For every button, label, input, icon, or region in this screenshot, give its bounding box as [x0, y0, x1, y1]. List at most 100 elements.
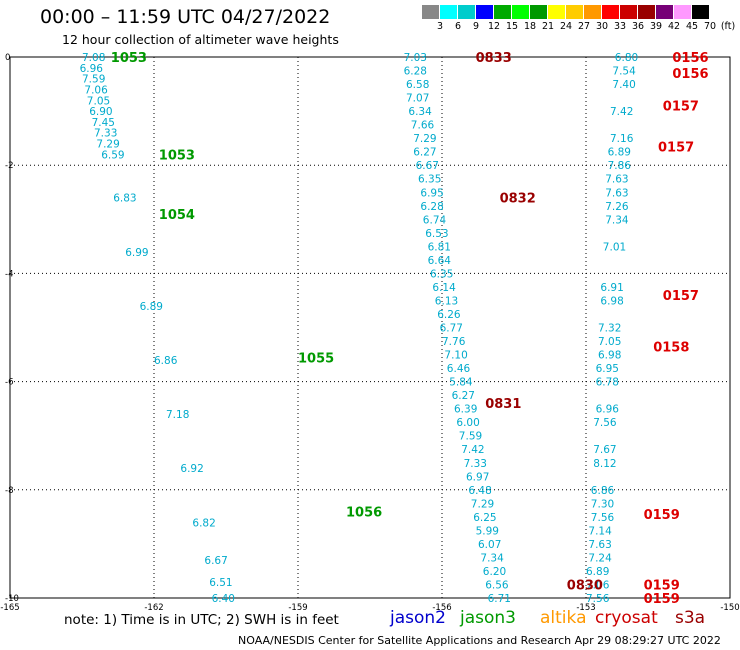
wave-height-point: 7.40 [612, 79, 635, 91]
time-label: 1056 [346, 505, 382, 520]
color-swatch [656, 5, 674, 19]
wave-height-point: 6.90 [89, 106, 112, 118]
wave-height-point: 6.81 [428, 241, 451, 253]
wave-height-point: 7.42 [461, 444, 484, 456]
wave-height-point: 8.12 [593, 458, 616, 470]
wave-height-point: 7.10 [444, 350, 467, 362]
wave-height-point: 5.84 [449, 377, 473, 389]
wave-height-point: 6.95 [596, 363, 619, 375]
wave-height-point: 6.78 [596, 377, 619, 389]
color-swatch [476, 5, 494, 19]
color-scale-label: 3 [436, 21, 444, 32]
wave-height-point: 7.03 [404, 52, 427, 64]
wave-height-point: 6.80 [615, 52, 638, 64]
wave-height-point: 6.25 [473, 512, 496, 524]
wave-height-point: 7.05 [598, 336, 621, 348]
wave-height-point: 7.14 [588, 525, 612, 537]
wave-height-point: 7.08 [82, 52, 105, 64]
wave-height-point: 6.39 [454, 404, 477, 416]
wave-height-point: 6.67 [416, 160, 439, 172]
color-scale-label: 39 [649, 21, 663, 32]
color-scale-label: 30 [595, 21, 609, 32]
time-label: 0158 [653, 340, 689, 355]
y-tick-label: -2 [5, 161, 13, 171]
wave-height-point: 7.63 [605, 187, 628, 199]
time-label: 0157 [663, 100, 699, 115]
wave-height-point: 6.86 [591, 485, 615, 497]
time-label: 0833 [476, 51, 512, 66]
wave-height-point: 7.33 [464, 458, 487, 470]
color-scale-label: 18 [523, 21, 537, 32]
color-scale-label: 36 [631, 21, 645, 32]
x-tick-label: -150 [720, 603, 739, 613]
y-tick-label: -4 [5, 269, 13, 279]
wave-height-point: 6.59 [101, 149, 124, 161]
y-tick-label: -6 [5, 378, 13, 388]
wave-height-point: 7.18 [166, 409, 189, 421]
wave-height-point: 7.29 [96, 139, 119, 151]
time-label: 0157 [663, 289, 699, 304]
wave-height-point: 6.00 [456, 417, 479, 429]
time-label: 0832 [500, 192, 536, 207]
wave-height-point: 6.89 [586, 566, 609, 578]
wave-height-point: 6.20 [483, 566, 506, 578]
wave-height-point: 7.59 [459, 431, 482, 443]
time-label: 0156 [672, 67, 708, 82]
wave-height-point: 7.05 [87, 95, 110, 107]
wave-height-point: 6.77 [440, 323, 463, 335]
wave-height-point: 7.56 [586, 593, 610, 605]
wave-height-point: 6.95 [420, 187, 443, 199]
time-label: 1055 [298, 351, 334, 366]
satellite-legend-item: jason3 [460, 608, 516, 628]
chart-title: 00:00 – 11:59 UTC 04/27/2022 [40, 6, 331, 28]
wave-height-point: 7.01 [603, 241, 626, 253]
wave-height-point: 6.46 [447, 363, 471, 375]
wave-height-point: 7.56 [591, 512, 615, 524]
wave-height-point: 7.67 [593, 444, 616, 456]
color-scale [422, 5, 710, 19]
color-scale-label: 70 [703, 21, 717, 32]
time-label: 0159 [644, 578, 680, 593]
wave-height-point: 6.35 [418, 174, 441, 186]
satellite-legend-item: cryosat [595, 608, 658, 628]
grid-lines [10, 57, 730, 598]
wave-height-point: 7.66 [411, 120, 435, 132]
wave-height-point: 6.99 [125, 247, 148, 259]
wave-height-point: 6.07 [478, 539, 501, 551]
footer-note: note: 1) Time is in UTC; 2) SWH is in fe… [64, 612, 339, 628]
wave-height-point: 6.86 [154, 355, 178, 367]
tick-labels: -165 -162 -159 -156 -153 -150 0 -2 -4 -6 -8 -10 [0, 53, 739, 613]
wave-height-point: 6.96 [596, 404, 620, 416]
wave-height-point: 7.06 [84, 84, 108, 96]
color-swatch [602, 5, 620, 19]
wave-height-point: 7.29 [413, 133, 436, 145]
wave-height-point: 6.82 [192, 517, 215, 529]
wave-height-point: 6.89 [140, 301, 163, 313]
color-scale-label: 6 [454, 21, 462, 32]
wave-height-point: 6.28 [404, 66, 427, 78]
color-swatch [530, 5, 548, 19]
chart-subtitle: 12 hour collection of altimeter wave hei… [62, 32, 339, 47]
x-tick-label: -162 [144, 603, 163, 613]
wave-height-point: 7.45 [92, 117, 115, 129]
color-swatch [512, 5, 530, 19]
x-tick-label: -153 [576, 603, 595, 613]
wave-height-point: 6.96 [80, 63, 104, 75]
color-swatch [458, 5, 476, 19]
wave-height-point: 7.26 [605, 201, 629, 213]
wave-height-point: 6.27 [452, 390, 475, 402]
wave-height-point: 6.67 [204, 555, 227, 567]
color-scale-label: 9 [472, 21, 480, 32]
wave-height-point: 7.63 [588, 539, 611, 551]
wave-height-point: 6.83 [113, 193, 136, 205]
time-label: 1054 [159, 208, 195, 223]
wave-height-point: 6.27 [413, 147, 436, 159]
color-swatch [584, 5, 602, 19]
color-scale-label: 15 [505, 21, 519, 32]
time-label: 0159 [644, 508, 680, 523]
data-points: 7.086.967.597.067.056.907.457.337.296.59… [80, 52, 639, 605]
x-tick-label: -165 [0, 603, 19, 613]
color-scale-label: 45 [685, 21, 699, 32]
wave-height-point: 6.92 [180, 463, 203, 475]
